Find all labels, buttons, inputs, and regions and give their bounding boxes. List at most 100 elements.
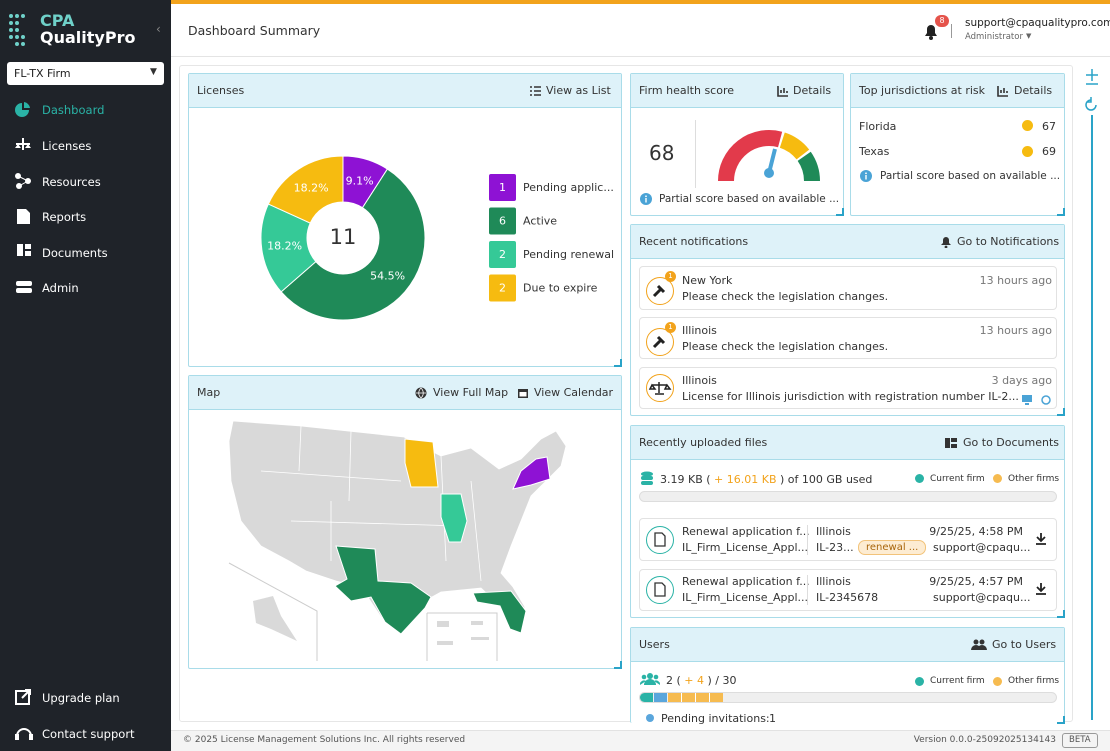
- notification-message: Please check the legislation changes.: [682, 290, 889, 303]
- notification-time: 13 hours ago: [979, 274, 1052, 287]
- brand-bottom: QualityPro: [40, 28, 136, 47]
- health-note: Partial score based on available ...: [659, 193, 840, 205]
- nav-item[interactable]: Upgrade plan: [42, 691, 120, 705]
- nav-item[interactable]: Resources: [42, 175, 101, 189]
- file-name: Renewal application f...: [682, 525, 810, 538]
- nav-icons: [15, 102, 32, 293]
- users-card: Users Go to Users 2 ( + 4 ) / 30 Current…: [630, 627, 1065, 725]
- donut-chart: 9.1% 1 Pending applic... 54.5% 6 Active 18.2% 2…: [260, 155, 614, 321]
- side-tools: [1085, 69, 1098, 720]
- pdf-icon: [654, 582, 666, 597]
- jurisdiction-score: 69: [1042, 145, 1056, 158]
- donut-total: 11: [330, 225, 357, 249]
- chart-icon: [997, 86, 1008, 97]
- users-total: ) / 30: [707, 674, 737, 687]
- legend-count: 2: [499, 248, 506, 261]
- legend-dot: [993, 474, 1002, 483]
- notification-item[interactable]: 1 New York 13 hours ago Please check the…: [639, 266, 1057, 310]
- slice-label: 9.1%: [346, 174, 374, 187]
- nav-item[interactable]: Reports: [42, 210, 87, 224]
- state-illinois: [440, 493, 468, 543]
- file-icon: [646, 576, 674, 604]
- notification-time: 13 hours ago: [979, 324, 1052, 337]
- map-action[interactable]: View Full Map: [433, 386, 509, 399]
- health-card: Firm health score Details 68 Partial sco…: [630, 73, 844, 216]
- users-count-icon: [640, 673, 660, 685]
- legend-swatch: [489, 174, 516, 201]
- donut-slice: [280, 168, 426, 321]
- gauge: [718, 130, 820, 182]
- card-action[interactable]: Go to Documents: [963, 436, 1060, 449]
- nav-item[interactable]: Documents: [42, 246, 108, 260]
- content-frame: [179, 65, 1073, 722]
- notification-item[interactable]: Illinois 3 days ago License for Illinois…: [639, 367, 1057, 409]
- alaska: [253, 596, 297, 641]
- nav-item[interactable]: Admin: [42, 281, 79, 295]
- bell-icon: [941, 237, 951, 248]
- bell-icon[interactable]: [922, 22, 940, 40]
- territories: [437, 621, 489, 645]
- slice-label: 18.2%: [294, 181, 329, 194]
- logo-mark: [9, 14, 25, 46]
- card-title: Top jurisdictions at risk: [859, 84, 986, 97]
- nav-item[interactable]: Dashboard: [42, 103, 105, 117]
- pending-count: 1: [769, 712, 776, 725]
- list-icon: [530, 86, 541, 96]
- download-icon[interactable]: [1035, 532, 1047, 546]
- divider: [695, 120, 696, 188]
- card-header: [631, 74, 843, 108]
- notification-item[interactable]: 1 Illinois 13 hours ago Please check the…: [639, 317, 1057, 359]
- nav-item[interactable]: Contact support: [42, 727, 135, 741]
- card-action[interactable]: Go to Users: [992, 638, 1057, 651]
- bar-segment: [654, 693, 667, 702]
- card-title: Map: [197, 386, 221, 399]
- channel-icons: [1022, 395, 1051, 405]
- pdf-icon: [654, 532, 666, 547]
- usage-total: ) of 100 GB used: [780, 473, 873, 486]
- download-icon[interactable]: [1035, 582, 1047, 596]
- info-icon: [640, 193, 652, 205]
- bottom-nav-icons: [15, 689, 33, 740]
- notification-message: Please check the legislation changes.: [682, 340, 889, 353]
- files-card: Recently uploaded files Go to Documents …: [630, 425, 1065, 618]
- file-date: 9/25/25, 4:58 PM: [929, 525, 1023, 538]
- risk-dot: [1022, 120, 1033, 131]
- divider: [807, 575, 808, 605]
- notification-badge: 8: [935, 15, 949, 27]
- users-other: + 4: [684, 674, 705, 687]
- slice-label: 54.5%: [370, 270, 405, 283]
- card-action[interactable]: View as List: [546, 84, 611, 97]
- notifications-card: Recent notifications Go to Notifications…: [630, 224, 1065, 416]
- legend-swatch: [489, 207, 516, 235]
- state-minnesota: [404, 438, 439, 488]
- map-action[interactable]: View Calendar: [534, 386, 614, 399]
- globe-icon: [415, 387, 427, 399]
- file-name: Renewal application f...: [682, 575, 810, 588]
- file-filename: IL_Firm_License_Appl...: [682, 541, 809, 554]
- bar-segment: [640, 693, 653, 702]
- nav-item[interactable]: Licenses: [42, 139, 92, 153]
- card-action[interactable]: Details: [1014, 84, 1053, 97]
- file-item[interactable]: Renewal application f... IL_Firm_License…: [639, 518, 1057, 561]
- card-action[interactable]: Go to Notifications: [957, 235, 1060, 248]
- file-user: support@cpaqu...: [933, 591, 1031, 604]
- notification-message: License for Illinois jurisdiction with r…: [682, 390, 1019, 403]
- header-divider: [171, 56, 1110, 57]
- notification-place: New York: [682, 274, 733, 287]
- legend-count: 2: [499, 282, 506, 295]
- collapse-toggle[interactable]: ‹: [156, 22, 161, 36]
- top-accent: [171, 0, 1110, 4]
- usage-text: 3.19 KB ( + 16.01 KB ) of 100 GB used: [660, 473, 872, 486]
- file-item[interactable]: Renewal application f... IL_Firm_License…: [639, 569, 1057, 611]
- firm-name: FL-TX Firm: [14, 67, 71, 80]
- user-email: support@cpaqualitypro.com: [965, 17, 1110, 29]
- card-action[interactable]: Details: [793, 84, 832, 97]
- legend-count: 1: [499, 181, 506, 194]
- card-title: Users: [639, 638, 670, 651]
- user-role[interactable]: Administrator: [965, 32, 1023, 42]
- brand-top: CPA: [40, 11, 75, 30]
- file-tag: renewal ...: [858, 540, 927, 555]
- firm-select[interactable]: FL-TX Firm ▼: [7, 62, 164, 85]
- select-caret: ▼: [150, 67, 157, 77]
